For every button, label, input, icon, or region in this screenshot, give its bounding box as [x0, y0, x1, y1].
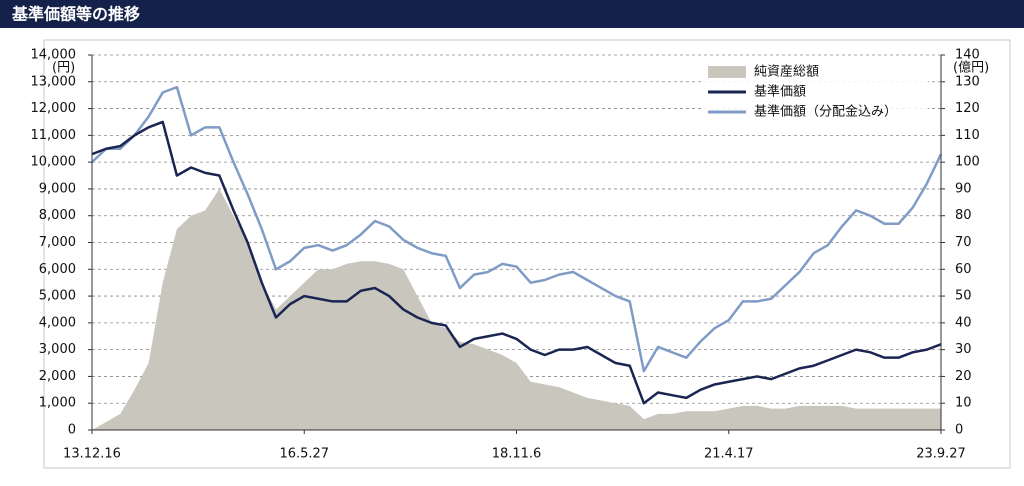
- y-tick-label: 4,000: [39, 315, 76, 330]
- y-tick-label: 6,000: [39, 262, 76, 277]
- y-tick-label: 14,000: [31, 48, 77, 63]
- x-tick-label: 23.9.27: [916, 447, 966, 462]
- y2-tick-label: 10: [955, 396, 972, 411]
- y-tick-label: 1,000: [39, 396, 76, 411]
- y2-tick-label: 0: [955, 423, 963, 438]
- y-tick-label: 9,000: [39, 181, 76, 196]
- y2-tick-label: 40: [955, 315, 972, 330]
- y2-tick-label: 70: [955, 235, 972, 250]
- y-tick-label: 2,000: [39, 369, 76, 384]
- chart-title: 基準価額等の推移: [11, 5, 140, 24]
- legend-label: 基準価額: [754, 84, 806, 100]
- x-tick-label: 16.5.27: [279, 447, 329, 462]
- y2-tick-label: 140: [955, 48, 980, 63]
- y-tick-label: 13,000: [31, 74, 77, 89]
- y2-tick-label: 30: [955, 342, 972, 357]
- y-axis-unit: (円): [52, 61, 75, 76]
- y-tick-label: 5,000: [39, 289, 76, 304]
- y-tick-label: 8,000: [39, 208, 76, 223]
- y-tick-label: 10,000: [31, 155, 77, 170]
- y2-tick-label: 20: [955, 369, 972, 384]
- y2-tick-label: 60: [955, 262, 972, 277]
- legend-label: 純資産総額: [754, 64, 819, 80]
- price-line: [91, 120, 942, 405]
- price-line: [91, 85, 943, 373]
- y-tick-label: 11,000: [31, 128, 77, 143]
- y-tick-label: 3,000: [39, 342, 76, 357]
- y2-tick-label: 100: [955, 155, 980, 170]
- y-tick-label: 12,000: [31, 101, 77, 116]
- y2-tick-label: 130: [955, 74, 980, 89]
- y-tick-label: 7,000: [39, 235, 76, 250]
- x-tick-label: 13.12.16: [63, 447, 121, 462]
- x-tick-label: 18.11.6: [492, 447, 542, 462]
- y2-tick-label: 110: [955, 128, 980, 143]
- y2-tick-label: 50: [955, 289, 972, 304]
- chart-frame: [43, 39, 1011, 469]
- y2-tick-label: 120: [955, 101, 980, 116]
- x-tick-label: 21.4.17: [704, 447, 754, 462]
- y2-axis-unit: (億円): [953, 60, 989, 76]
- y2-tick-label: 90: [955, 181, 972, 196]
- y2-tick-label: 80: [955, 208, 972, 223]
- legend-label: 基準価額（分配金込み）: [754, 104, 897, 120]
- y-tick-label: 0: [68, 423, 76, 438]
- header-bar: [0, 0, 1024, 28]
- net-assets-area: [92, 188, 941, 430]
- legend-swatch: [708, 66, 746, 78]
